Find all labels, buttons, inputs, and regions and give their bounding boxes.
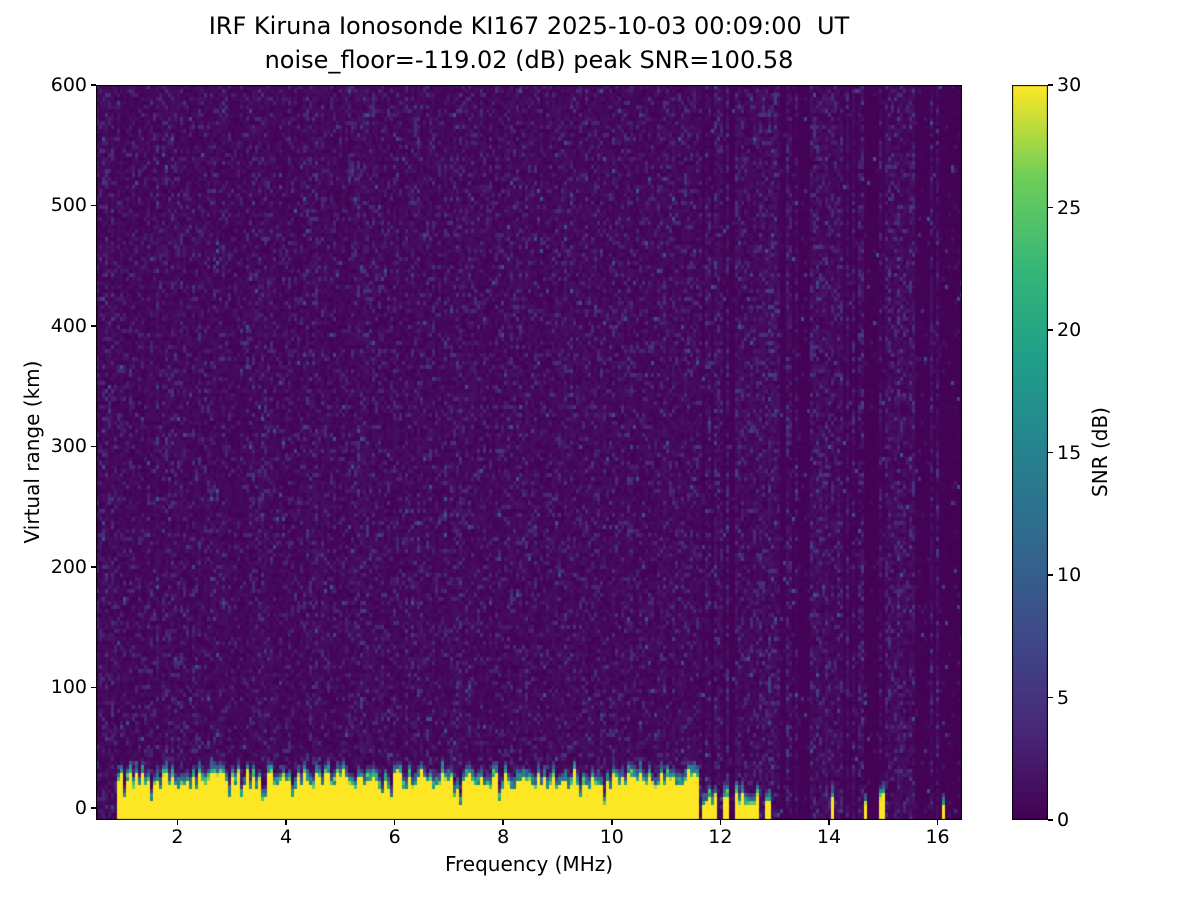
x-tick-label: 16	[925, 826, 950, 848]
x-tick-label: 8	[497, 826, 510, 848]
colorbar-canvas	[1012, 85, 1048, 820]
x-tick-label: 4	[279, 826, 293, 848]
colorbar-tick-label: 15	[1057, 441, 1082, 464]
colorbar-tick-mark	[1048, 84, 1053, 86]
y-tick-mark	[91, 84, 96, 86]
x-tick-label: 2	[171, 826, 184, 848]
colorbar-tick-mark	[1048, 574, 1053, 576]
y-tick-label: 100	[50, 676, 87, 699]
colorbar-tick-label: 10	[1057, 564, 1082, 586]
x-tick-mark	[502, 820, 504, 825]
y-tick-label: 200	[50, 555, 87, 578]
x-tick-mark	[393, 820, 396, 825]
x-tick-mark	[611, 820, 613, 825]
colorbar-tick-mark	[1048, 696, 1053, 699]
colorbar-tick-mark	[1048, 819, 1053, 821]
y-tick-mark	[91, 686, 96, 689]
y-tick-label: 600	[50, 74, 87, 96]
x-tick-label: 12	[708, 826, 733, 848]
y-tick-label: 400	[50, 314, 87, 337]
y-tick-label: 500	[50, 194, 87, 217]
colorbar-tick-label: 20	[1057, 319, 1082, 341]
colorbar-tick-label: 5	[1057, 686, 1070, 709]
y-tick-mark	[91, 566, 96, 568]
x-tick-mark	[936, 820, 939, 825]
x-tick-label: 14	[816, 826, 842, 848]
colorbar-tick-mark	[1048, 451, 1053, 454]
x-axis-label: Frequency (MHz)	[444, 852, 614, 876]
x-tick-label: 6	[388, 826, 401, 848]
y-tick-mark	[91, 325, 96, 327]
colorbar-tick-label: 30	[1057, 74, 1082, 96]
y-tick-mark	[91, 445, 96, 448]
colorbar	[1012, 85, 1048, 820]
y-tick-label: 0	[74, 796, 87, 819]
colorbar-tick-mark	[1048, 206, 1053, 209]
chart-subtitle: noise_floor=-119.02 (dB) peak SNR=100.58	[264, 46, 794, 74]
y-tick-mark	[91, 204, 96, 207]
y-tick-label: 300	[50, 435, 87, 458]
x-tick-label: 10	[599, 826, 624, 848]
colorbar-tick-label: 0	[1057, 809, 1070, 831]
colorbar-tick-mark	[1048, 329, 1053, 331]
y-tick-mark	[91, 807, 96, 809]
colorbar-tick-label: 25	[1057, 196, 1082, 219]
x-tick-mark	[828, 820, 830, 825]
x-tick-mark	[719, 820, 722, 825]
x-tick-mark	[176, 820, 179, 825]
x-tick-mark	[285, 820, 287, 825]
ionogram-canvas	[96, 85, 962, 820]
plot-area	[96, 85, 962, 820]
chart-title: IRF Kiruna Ionosonde KI167 2025-10-03 00…	[208, 12, 850, 40]
